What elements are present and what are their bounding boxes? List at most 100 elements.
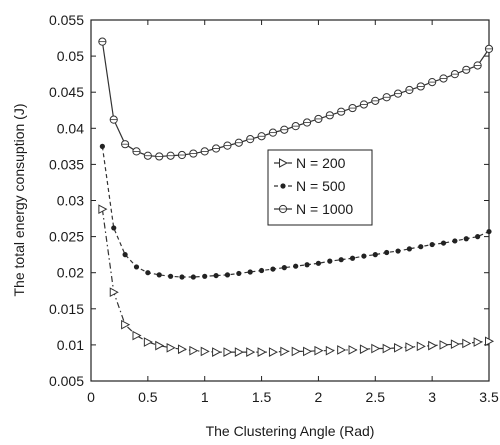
data-point [359,100,369,109]
x-tick-label: 2 [315,389,323,405]
y-tick-label: 0.04 [57,120,84,136]
data-point [166,151,175,160]
x-axis: 0 0.5 1 1.5 2 2.5 3 3.5 [87,20,499,405]
series-line [101,209,490,353]
data-point [428,340,438,351]
data-point [212,347,222,357]
x-tick-label: 1 [201,389,209,405]
y-tick-label: 0.01 [57,337,84,353]
data-point [304,262,310,268]
legend-symbol [278,204,288,214]
data-point [405,85,414,95]
legend-symbol [280,183,286,189]
data-point [473,61,482,70]
data-point [145,270,151,276]
data-point [440,240,447,246]
x-tick-label: 3 [428,389,436,405]
data-point [223,347,233,357]
data-point [98,204,108,214]
data-point [349,255,356,261]
y-tick-label: 0.05 [57,48,84,64]
y-tick-label: 0.055 [49,12,84,28]
data-point [486,228,492,235]
legend-marker-dot [274,183,292,189]
x-tick-label: 3.5 [479,389,499,405]
data-point [475,234,481,240]
legend-marker-circle [274,204,292,214]
data-point [202,273,208,279]
y-tick-label: 0.045 [49,84,84,100]
data-point [337,107,346,116]
data-point [109,115,118,124]
data-point [293,263,299,269]
data-point [372,252,378,258]
data-point [132,147,141,156]
legend-item-n500: N = 500 [274,178,346,194]
data-point [121,319,131,330]
legend-label-n1000: N = 1000 [296,201,353,217]
data-point [200,147,209,156]
legend-symbol [279,158,289,168]
data-point [234,347,244,357]
data-point [315,260,322,266]
data-point [211,144,221,153]
series-dot [99,143,492,280]
legend-label-n200: N = 200 [296,155,346,171]
data-point [382,93,391,102]
y-axis: 0.005 0.01 0.015 0.02 0.025 0.03 0.035 0.04 0.04… [49,12,489,389]
data-point [325,345,335,356]
x-tick-label: 1.5 [252,389,272,405]
data-point [132,330,142,341]
data-point [257,347,267,357]
data-point [236,270,242,277]
data-point [280,346,290,357]
data-point [473,337,483,347]
data-point [359,344,369,355]
data-point [200,346,210,357]
data-point [291,122,300,131]
data-point [291,346,301,357]
data-point [450,339,460,350]
data-point [111,225,117,231]
data-point [485,336,495,347]
y-tick-label: 0.03 [57,193,84,209]
legend-item-n200: N = 200 [274,155,346,171]
data-point [462,65,471,74]
data-point [406,246,412,252]
y-tick-label: 0.015 [49,301,84,317]
data-point [121,140,130,149]
x-tick-label: 0.5 [138,389,158,405]
data-point [371,343,381,354]
data-point [382,343,392,354]
data-point [177,344,188,355]
data-point [416,82,425,91]
data-point [428,77,437,87]
data-point [247,269,253,275]
legend-label-n500: N = 500 [296,178,346,194]
data-point [257,132,266,141]
data-point [303,346,313,357]
data-point [179,274,185,280]
data-point [439,74,448,83]
series-circle-cross [98,37,494,161]
data-point [348,103,357,113]
y-axis-title: The total energy consuption (J) [11,104,27,297]
data-point [281,265,287,271]
data-point [168,273,174,279]
series-line [101,41,490,158]
data-point [143,151,152,160]
data-point [155,152,164,161]
data-point [234,138,243,147]
data-point [156,272,162,278]
data-point [395,248,401,254]
data-point [429,241,435,248]
data-point [190,274,196,280]
x-axis-title: The Clustering Angle (Rad) [206,423,375,439]
y-tick-label: 0.025 [49,229,84,245]
data-point [223,141,232,150]
data-point [462,338,472,349]
data-point [155,340,165,351]
data-point [314,345,324,356]
data-point [189,345,199,356]
